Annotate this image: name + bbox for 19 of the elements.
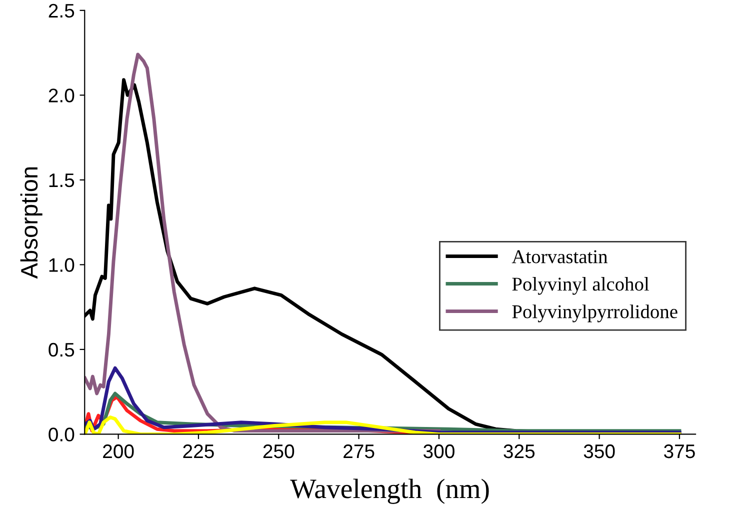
y-axis-title: Absorption [20, 167, 42, 279]
y-tick-label: 0.5 [48, 342, 74, 357]
x-tick-label: 250 [263, 444, 294, 458]
x-tick-label: 300 [424, 444, 454, 458]
x-axis-title: Wavelength (nm) [290, 478, 489, 504]
y-tick-label: 1.5 [49, 174, 74, 188]
y-tick-label: 0.0 [48, 428, 74, 442]
x-tick-label: 375 [664, 444, 695, 458]
legend-label: Polyvinylpyrrolidone [512, 304, 678, 322]
legend-label: Polyvinyl alcohol [512, 277, 650, 295]
y-tick-label: 2.0 [48, 88, 74, 102]
x-tick-label: 325 [504, 444, 535, 458]
y-tick-label: 2.5 [48, 4, 74, 18]
y-tick-label: 1.0 [49, 258, 74, 272]
x-tick-label: 350 [584, 444, 615, 458]
x-tick-label: 225 [183, 444, 214, 458]
x-tick-label: 275 [344, 444, 374, 458]
legend-label: Atorvastatin [512, 250, 608, 264]
x-tick-label: 200 [103, 444, 134, 458]
